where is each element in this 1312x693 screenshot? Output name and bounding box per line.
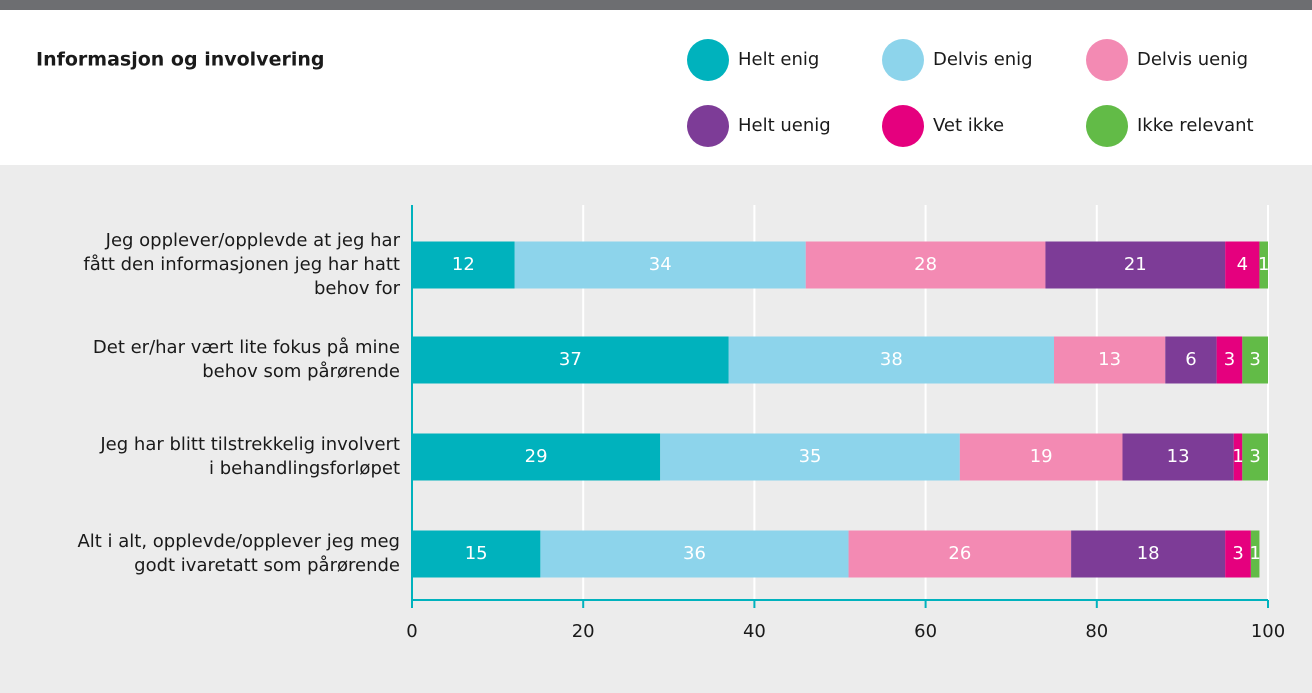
legend-label: Vet ikke <box>933 115 1004 136</box>
value-label: 19 <box>1030 446 1053 467</box>
value-label: 1 <box>1232 446 1243 467</box>
value-label: 21 <box>1124 254 1147 275</box>
value-label: 26 <box>948 543 971 564</box>
value-label: 18 <box>1137 543 1160 564</box>
bar-segment <box>959 433 1123 481</box>
value-label: 3 <box>1249 349 1260 370</box>
bar-segment <box>1071 530 1226 578</box>
legend-swatch <box>687 105 729 147</box>
bar-segment <box>540 530 849 578</box>
bar-segment <box>1122 433 1234 481</box>
bar-segment <box>1250 530 1260 578</box>
value-label: 3 <box>1224 349 1235 370</box>
bar-segment <box>1165 336 1217 384</box>
bar-segment <box>412 336 729 384</box>
legend-label: Helt uenig <box>738 115 831 136</box>
bar-segment <box>1225 241 1260 289</box>
value-label: 3 <box>1249 446 1260 467</box>
x-tick-label: 40 <box>743 621 766 642</box>
x-tick-label: 80 <box>1085 621 1108 642</box>
legend-swatch <box>687 39 729 81</box>
value-label: 29 <box>525 446 548 467</box>
bar-segment <box>514 241 806 289</box>
legend-swatch <box>1086 105 1128 147</box>
value-label: 12 <box>452 254 475 275</box>
legend-label: Helt enig <box>738 49 819 70</box>
chart-title: Informasjon og involvering <box>36 49 324 71</box>
legend-label: Ikke relevant <box>1137 115 1254 136</box>
value-label: 13 <box>1098 349 1121 370</box>
value-label: 37 <box>559 349 582 370</box>
value-label: 6 <box>1185 349 1196 370</box>
bar-segment <box>1242 336 1268 384</box>
bar-segment <box>1216 336 1243 384</box>
bar-segment <box>412 241 515 289</box>
bar-segment <box>1259 241 1268 289</box>
category-label: Det er/har vært lite fokus på mine behov … <box>93 337 400 382</box>
value-label: 3 <box>1232 543 1243 564</box>
x-tick-label: 0 <box>406 621 417 642</box>
bar-segment <box>728 336 1054 384</box>
bar-segment <box>1054 336 1166 384</box>
legend-swatch <box>882 105 924 147</box>
x-tick-label: 100 <box>1251 621 1285 642</box>
category-label: Jeg har blitt tilstrekkelig involvert i b… <box>99 434 400 479</box>
value-label: 15 <box>465 543 488 564</box>
bar-segment <box>1225 530 1251 578</box>
value-label: 13 <box>1167 446 1190 467</box>
bar-segment <box>412 433 661 481</box>
legend-label: Delvis uenig <box>1137 49 1248 70</box>
value-label: 38 <box>880 349 903 370</box>
bar-segment <box>1242 433 1268 481</box>
value-label: 1 <box>1249 543 1260 564</box>
bar-segment <box>412 530 541 578</box>
bar-segment <box>805 241 1046 289</box>
value-label: 1 <box>1258 254 1269 275</box>
value-label: 28 <box>914 254 937 275</box>
value-label: 4 <box>1237 254 1248 275</box>
bar-segment <box>848 530 1072 578</box>
x-tick-label: 20 <box>572 621 595 642</box>
value-label: 34 <box>649 254 672 275</box>
category-label: Jeg opplever/opplevde at jeg har fått den… <box>83 230 400 299</box>
legend-label: Delvis enig <box>933 49 1033 70</box>
legend-swatch <box>882 39 924 81</box>
bar-segment <box>1233 433 1243 481</box>
legend-swatch <box>1086 39 1128 81</box>
bar-segment <box>660 433 960 481</box>
value-label: 36 <box>683 543 706 564</box>
x-tick-label: 60 <box>914 621 937 642</box>
category-label: Alt i alt, opplevde/opplever jeg meg godt… <box>77 531 400 576</box>
bar-segment <box>1045 241 1226 289</box>
value-label: 35 <box>799 446 822 467</box>
top-band <box>0 0 1312 10</box>
